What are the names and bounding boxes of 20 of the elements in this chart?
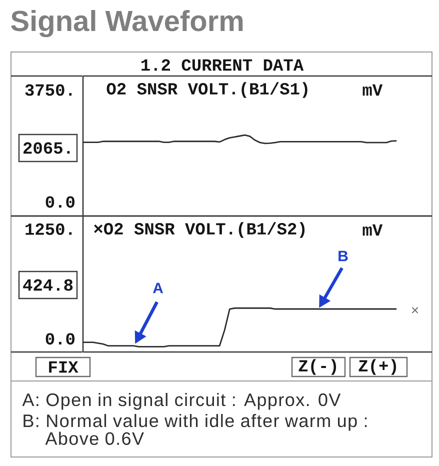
y-tick-label: 0.0 bbox=[46, 333, 74, 345]
y-tick-label: 0.0 bbox=[46, 196, 74, 208]
y-tick-label: 3750. bbox=[25, 84, 72, 96]
text: Z(+) bbox=[358, 359, 396, 375]
text: 424.8 bbox=[23, 279, 73, 291]
y-axis-title: mV bbox=[362, 224, 383, 236]
text: A: Open in signal circuit : Approx. 0V bbox=[22, 392, 341, 410]
text: O2 SNSR VOLT.(B1/S1) bbox=[106, 82, 308, 98]
text: Z(-) bbox=[298, 359, 336, 375]
chart-subtitle: 1.2 CURRENT DATA bbox=[142, 59, 304, 71]
y-axis-title: mV bbox=[362, 84, 383, 96]
text: 2065. bbox=[24, 142, 70, 154]
annotation: × bbox=[412, 307, 418, 314]
text: FIX bbox=[49, 361, 78, 373]
chart-title: Signal Waveform bbox=[11, 10, 243, 38]
y-tick-label: 1250. bbox=[26, 223, 72, 235]
text: B: Normal value with idle after warm up : Above 0.6V bbox=[24, 414, 367, 445]
text: ×O2 SNSR VOLT.(B1/S2) bbox=[94, 222, 305, 238]
annotation: A bbox=[152, 282, 164, 294]
annotation: B bbox=[338, 250, 348, 262]
